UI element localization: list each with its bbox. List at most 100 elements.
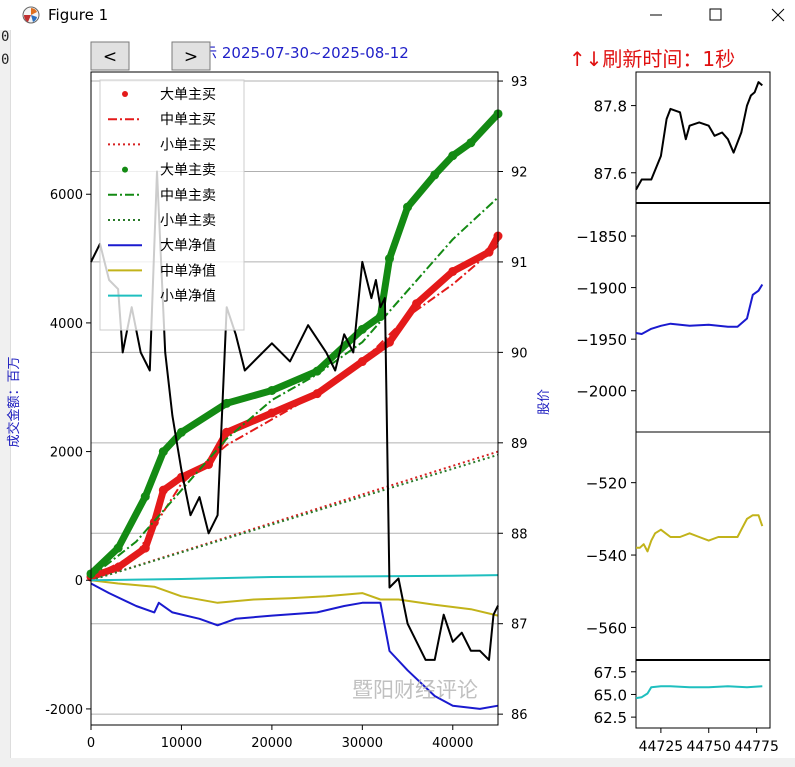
series-line-中单净值 xyxy=(90,579,499,617)
y-tick-label: 4000 xyxy=(50,317,83,332)
legend-label: 小单主买 xyxy=(160,137,216,153)
series-大单主买 xyxy=(86,231,503,582)
data-point xyxy=(204,459,214,469)
small-panel-frame xyxy=(635,202,771,433)
legend-entry: 中单净值 xyxy=(108,263,216,279)
nav-next-button[interactable]: > xyxy=(171,41,211,71)
data-point xyxy=(222,398,232,408)
data-point xyxy=(430,170,440,180)
refresh-text: ↑↓刷新时间：1秒 xyxy=(569,47,735,71)
small-y-tick-label: 87.8 xyxy=(594,98,627,116)
nav-prev-label: < xyxy=(103,47,117,67)
series-line-中单主卖 xyxy=(90,196,499,578)
watermark: 暨阳财经评论 xyxy=(352,678,478,702)
legend-label: 大单主卖 xyxy=(160,163,216,179)
small-panel-frame xyxy=(635,71,771,204)
small-panel: −1850 −1900 −1950 −2000 xyxy=(576,202,771,433)
small-panel-frame xyxy=(635,659,771,729)
y2-tick-label: 91 xyxy=(511,256,528,271)
main-axes-frame xyxy=(90,71,499,726)
legend-frame xyxy=(99,79,245,331)
data-point xyxy=(375,311,385,321)
small-x-tick-label: 44725 xyxy=(639,739,684,755)
data-point xyxy=(384,337,394,347)
small-panel: 67.5 65.0 62.5 xyxy=(594,659,771,729)
small-panel-line xyxy=(635,685,763,700)
x-tick-label: 0 xyxy=(87,736,95,751)
legend-entry: 小单主买 xyxy=(108,137,216,153)
data-point xyxy=(448,151,458,161)
legend-label: 中单净值 xyxy=(160,263,216,279)
x-tick-label: 20000 xyxy=(251,736,292,751)
small-y-tick-label: 62.5 xyxy=(594,709,627,727)
data-point xyxy=(140,543,150,553)
data-point xyxy=(357,324,367,334)
chart-subtitle: 中??示 2025-07-30~2025-08-12 xyxy=(171,44,409,62)
y2-tick-label: 87 xyxy=(511,618,528,633)
small-panel-line xyxy=(636,514,764,553)
data-point xyxy=(403,202,413,212)
x-tick-label: 30000 xyxy=(342,736,383,751)
legend-entry: 小单主卖 xyxy=(108,213,216,229)
legend-entry: 大单主卖 xyxy=(122,163,216,179)
small-x-tick-label: 44775 xyxy=(734,739,779,755)
nav-prev-frame xyxy=(90,41,130,71)
data-point xyxy=(448,266,458,276)
window-title: Figure 1 xyxy=(48,6,109,24)
strip-char: 0 xyxy=(1,29,10,45)
nav-next-label: > xyxy=(184,47,198,67)
window-titlebar: Figure 1 xyxy=(0,0,795,30)
minimize-button[interactable] xyxy=(630,0,680,30)
small-panel: 87.6 87.8 xyxy=(594,71,771,204)
nav-next-frame xyxy=(171,41,211,71)
y2-tick-label: 93 xyxy=(511,75,528,90)
y2-tick-label: 89 xyxy=(511,437,528,452)
series-line-小单主卖 xyxy=(90,453,499,582)
legend-marker xyxy=(122,166,128,173)
data-point xyxy=(140,492,150,502)
small-panel: −520 −540 −560 xyxy=(586,431,771,661)
data-point xyxy=(267,408,277,418)
y2-tick-label: 92 xyxy=(511,165,528,180)
legend-label: 小单主卖 xyxy=(160,213,216,229)
small-y-tick-label: 65.0 xyxy=(594,686,627,704)
close-button[interactable] xyxy=(745,0,795,30)
x-tick-label: 40000 xyxy=(432,736,473,751)
data-point xyxy=(222,427,232,437)
y-tick-label: 0 xyxy=(75,574,83,589)
right-panels: 87.6 87.8 −1850 −1900 −1950 −2000 −520 −540 −560… xyxy=(576,71,779,755)
data-point xyxy=(267,385,277,395)
small-panel-frame xyxy=(635,431,771,661)
legend-label: 中单主卖 xyxy=(160,188,216,204)
maximize-button[interactable] xyxy=(690,0,740,30)
y2-tick-label: 86 xyxy=(511,708,528,723)
small-y-tick-label: −520 xyxy=(586,475,627,493)
close-icon xyxy=(771,8,785,22)
main-ticks: 0 10000 20000 30000 40000 -2000 0 2000 4000 6000 8… xyxy=(45,75,527,751)
data-point xyxy=(158,485,168,495)
small-y-tick-label: 67.5 xyxy=(594,664,627,682)
maximize-icon xyxy=(709,8,722,21)
small-panel-line xyxy=(635,283,764,335)
minimize-icon xyxy=(650,14,662,16)
data-point xyxy=(412,299,422,309)
strip-char: 0 xyxy=(1,52,10,68)
legend-entry: 小单净值 xyxy=(108,289,216,305)
data-point xyxy=(113,543,123,553)
small-y-tick-label: 87.6 xyxy=(594,165,627,183)
y2-tick-label: 88 xyxy=(511,527,528,542)
legend-marker xyxy=(122,91,128,97)
small-y-tick-label: −1850 xyxy=(576,228,627,246)
small-y-tick-label: −1900 xyxy=(576,280,627,298)
data-point xyxy=(384,254,394,264)
nav-prev-button[interactable]: < xyxy=(90,41,130,71)
y-axis-label: 成交金额：百万 xyxy=(6,356,22,447)
small-y-tick-label: −540 xyxy=(586,547,627,565)
series-line-大单净值 xyxy=(90,582,499,710)
small-y-tick-label: −1950 xyxy=(576,331,627,349)
data-point xyxy=(113,562,123,572)
legend-entry: 中单主买 xyxy=(108,112,216,128)
legend-entry: 大单净值 xyxy=(108,238,216,254)
small-panel-line xyxy=(635,81,763,191)
small-x-tick-label: 44750 xyxy=(686,739,731,755)
